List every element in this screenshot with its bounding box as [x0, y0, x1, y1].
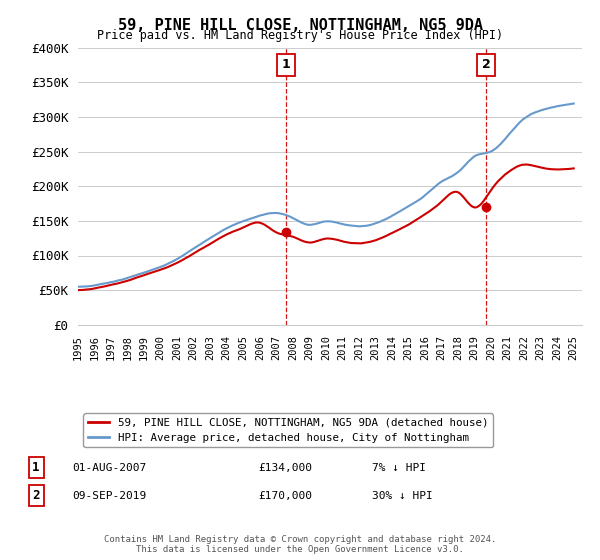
Text: 30% ↓ HPI: 30% ↓ HPI: [372, 491, 433, 501]
Text: 59, PINE HILL CLOSE, NOTTINGHAM, NG5 9DA: 59, PINE HILL CLOSE, NOTTINGHAM, NG5 9DA: [118, 18, 482, 33]
Text: Contains HM Land Registry data © Crown copyright and database right 2024.
This d: Contains HM Land Registry data © Crown c…: [104, 535, 496, 554]
Text: £170,000: £170,000: [258, 491, 312, 501]
Text: 2: 2: [32, 489, 40, 502]
Text: 1: 1: [281, 58, 290, 72]
Text: 09-SEP-2019: 09-SEP-2019: [72, 491, 146, 501]
Text: £134,000: £134,000: [258, 463, 312, 473]
Text: 2: 2: [482, 58, 490, 72]
Legend: 59, PINE HILL CLOSE, NOTTINGHAM, NG5 9DA (detached house), HPI: Average price, d: 59, PINE HILL CLOSE, NOTTINGHAM, NG5 9DA…: [83, 413, 493, 447]
Text: 7% ↓ HPI: 7% ↓ HPI: [372, 463, 426, 473]
Text: 01-AUG-2007: 01-AUG-2007: [72, 463, 146, 473]
Text: Price paid vs. HM Land Registry's House Price Index (HPI): Price paid vs. HM Land Registry's House …: [97, 29, 503, 42]
Text: 1: 1: [32, 461, 40, 474]
